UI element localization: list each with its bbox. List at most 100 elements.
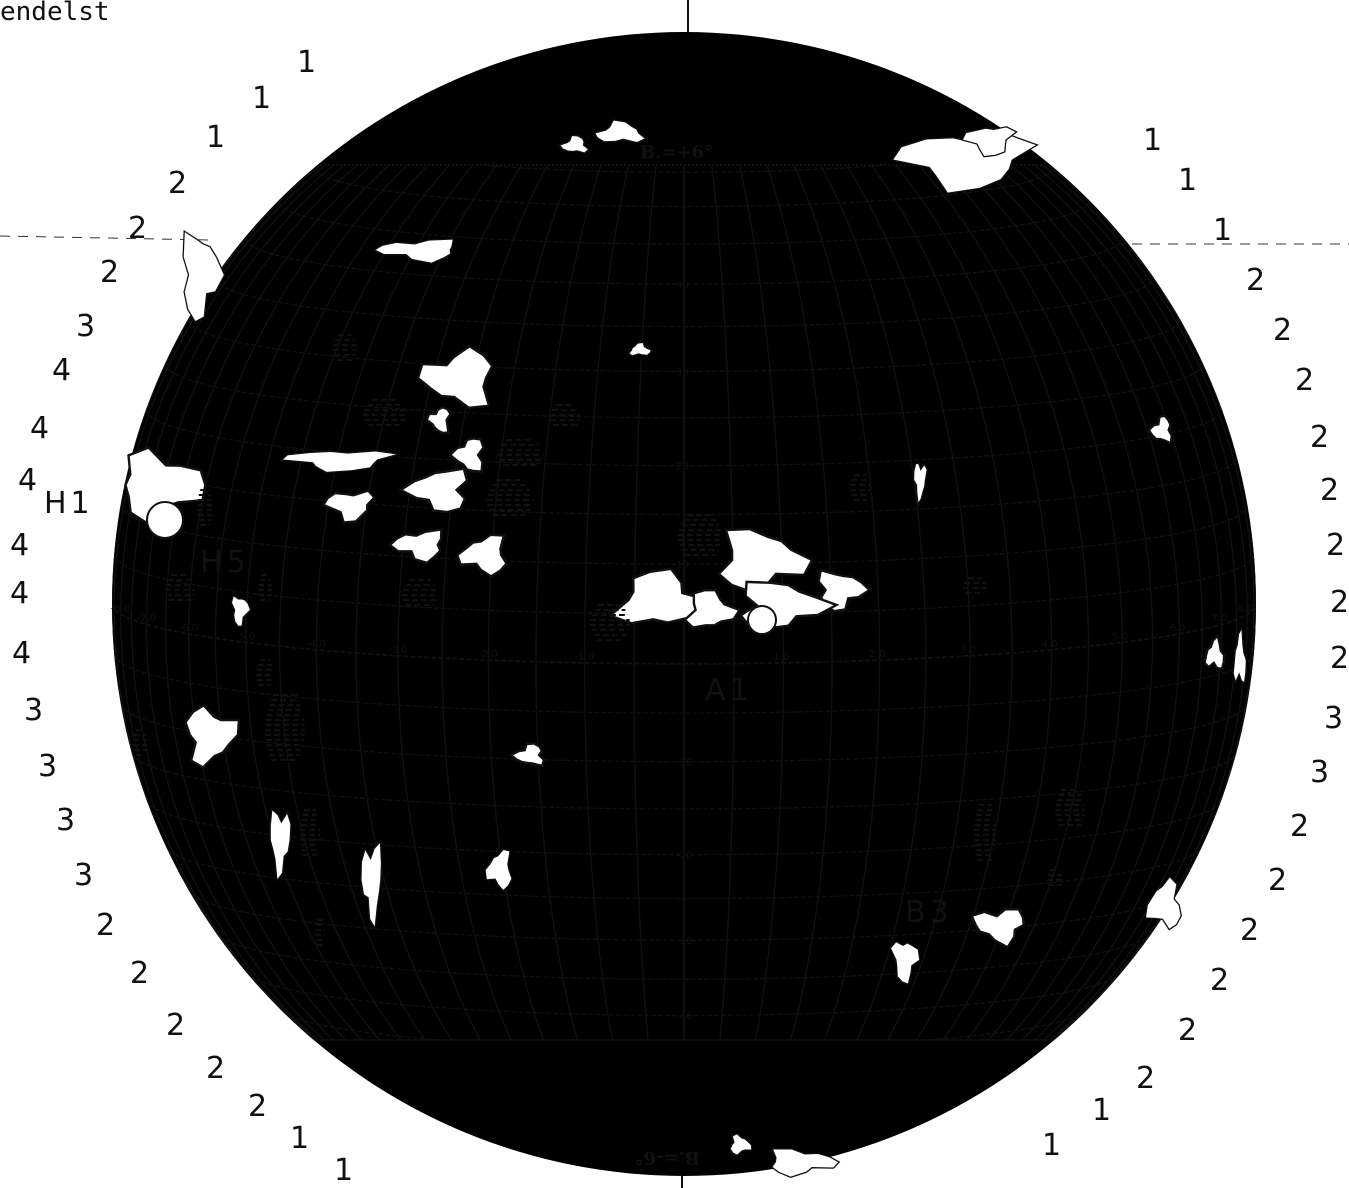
rim-number: 1 xyxy=(1213,213,1232,248)
latitude-tick-label: 40 xyxy=(676,280,689,291)
plage-outline xyxy=(321,489,377,524)
hatched-plage xyxy=(850,474,870,501)
plage-outline xyxy=(455,533,508,578)
rim-number: 2 xyxy=(96,908,115,943)
region-label: H1 xyxy=(44,486,94,521)
plage-outline xyxy=(970,907,1025,949)
meridian-line xyxy=(535,165,685,1040)
parallel-line xyxy=(130,456,1238,516)
rim-number: 1 xyxy=(297,45,316,80)
longitude-tick-label: 8.0 xyxy=(1237,603,1253,614)
rim-number: 3 xyxy=(56,803,75,838)
parallel-line xyxy=(245,969,1123,1017)
filament-outline xyxy=(360,839,383,931)
plage-outline xyxy=(1203,633,1226,671)
rim-number: 1 xyxy=(252,81,271,116)
filament-outline xyxy=(182,229,226,323)
longitude-tick-label: 1.0 xyxy=(773,652,789,663)
longitude-tick-label: 5.0 xyxy=(1112,631,1128,642)
plage-outline xyxy=(448,437,485,473)
coordinate-grid xyxy=(112,32,1256,1176)
hatched-plage xyxy=(678,514,722,556)
longitude-tick-label: 3.0 xyxy=(960,645,976,656)
parallel-line xyxy=(187,888,1181,941)
parallel-line xyxy=(164,844,1204,900)
plage-outline xyxy=(184,703,241,769)
filament-outline xyxy=(372,238,455,264)
rim-number: 4 xyxy=(30,411,49,446)
parallel-line xyxy=(245,238,1123,285)
filament-outline xyxy=(484,848,513,892)
rim-number: 3 xyxy=(1310,755,1329,790)
latitude-tick-label: 10 xyxy=(676,560,689,571)
filament-outline xyxy=(593,119,647,144)
filament-outline xyxy=(279,450,400,474)
rim-number: 3 xyxy=(38,749,57,784)
longitude-tick-label: 7.0 xyxy=(1212,613,1228,624)
latitude-tick-label: -20 xyxy=(676,851,692,862)
plage-outline xyxy=(1147,414,1174,445)
longitude-tick-label: 2.0 xyxy=(870,649,886,660)
rim-number: 2 xyxy=(1330,641,1349,676)
rim-number: 1 xyxy=(1178,163,1197,198)
rim-number: 2 xyxy=(1246,263,1265,298)
parallel-line xyxy=(164,363,1204,419)
rim-number: 2 xyxy=(1320,473,1339,508)
rim-number: 2 xyxy=(1240,913,1259,948)
filament-outline xyxy=(770,1148,841,1178)
latitude-tick-label: -30 xyxy=(676,936,692,947)
rim-number: 3 xyxy=(24,693,43,728)
latitude-tick-label: -10 xyxy=(676,758,692,769)
parallel-line xyxy=(278,201,1090,245)
region-label: H5 xyxy=(200,545,250,580)
rim-number: 3 xyxy=(76,309,95,344)
latitude-tick-label: 30 xyxy=(676,367,689,378)
hatched-plage xyxy=(550,404,580,426)
rim-number: 4 xyxy=(10,528,29,563)
rim-number: 2 xyxy=(100,255,119,290)
meridian-line xyxy=(683,165,1090,1040)
filament-outline xyxy=(912,462,928,507)
hatched-plage xyxy=(363,399,407,426)
rim-number: 1 xyxy=(334,1153,353,1188)
solar-features xyxy=(124,119,1248,1178)
longitude-tick-label: -8.0 xyxy=(111,603,131,614)
meridian-line xyxy=(145,165,685,1040)
hatched-plage xyxy=(265,694,305,761)
horizon-left-dash xyxy=(0,235,211,241)
rim-number: 4 xyxy=(52,353,71,388)
hatched-plage xyxy=(1047,869,1063,886)
rim-number: 2 xyxy=(1268,863,1287,898)
hatched-plage xyxy=(590,604,630,641)
sunspot xyxy=(146,501,184,539)
meridian-line xyxy=(683,165,1123,1040)
meridian-line xyxy=(130,165,685,1040)
region-label: B3 xyxy=(905,895,953,930)
longitude-tick-label: -7.0 xyxy=(137,613,157,624)
hatched-plage xyxy=(300,809,320,856)
rim-number: 1 xyxy=(1092,1093,1111,1128)
plage-outline xyxy=(508,742,546,768)
hatched-plage xyxy=(1055,789,1085,826)
plage-outline xyxy=(717,527,814,593)
rim-number: 4 xyxy=(18,463,37,498)
parallel-line xyxy=(130,751,1238,810)
hatched-plage xyxy=(133,729,147,756)
rim-number: 2 xyxy=(206,1051,225,1086)
grid-tick-labels: -8.0 -7.0 -6.0 -5.0 -4.0 -3.0 -2.0 -1.0 1.0 2.0 3.… xyxy=(111,280,1254,1022)
latitude-tick-label: 20 xyxy=(676,462,689,473)
parallel-line xyxy=(214,930,1154,980)
meridian-line xyxy=(584,165,685,1040)
filament-outline xyxy=(1232,625,1248,685)
plage-outline xyxy=(683,589,742,629)
plage-outline xyxy=(425,405,453,435)
filament-outline xyxy=(889,940,921,986)
filament-outline xyxy=(269,807,292,883)
longitude-tick-label: -2.0 xyxy=(478,649,498,660)
rim-number: 2 xyxy=(1326,528,1345,563)
region-label: A1 xyxy=(705,673,753,708)
plage-outline xyxy=(607,567,711,625)
